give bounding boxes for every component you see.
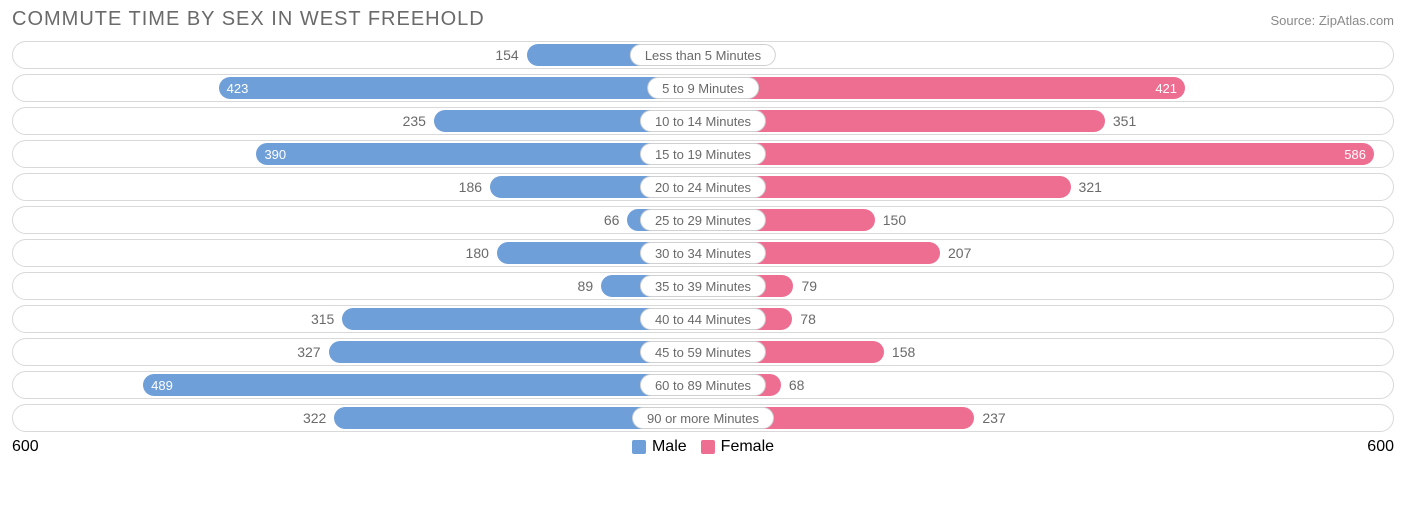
female-value-label: 79 <box>793 278 825 294</box>
axis-max-right: 600 <box>1367 438 1394 456</box>
female-half: 78 <box>703 308 1390 330</box>
male-half: 186 <box>16 176 703 198</box>
female-value-label: 78 <box>792 311 824 327</box>
female-half: 68 <box>703 374 1390 396</box>
male-half: 489 <box>16 374 703 396</box>
male-half: 390 <box>16 143 703 165</box>
male-value-label: 489 <box>151 378 173 393</box>
chart-row: 235 351 10 to 14 Minutes <box>12 107 1394 135</box>
male-half: 235 <box>16 110 703 132</box>
chart-row: 315 78 40 to 44 Minutes <box>12 305 1394 333</box>
category-pill: 20 to 24 Minutes <box>640 176 766 198</box>
legend-swatch-female <box>701 440 715 454</box>
female-value-label: 158 <box>884 344 923 360</box>
male-half: 66 <box>16 209 703 231</box>
female-value-label: 68 <box>781 377 813 393</box>
legend-label-male: Male <box>652 438 687 456</box>
male-half: 423 <box>16 77 703 99</box>
female-value-label: 150 <box>875 212 914 228</box>
female-half: 321 <box>703 176 1390 198</box>
legend-label-female: Female <box>721 438 774 456</box>
female-half: 150 <box>703 209 1390 231</box>
chart-row: 327 158 45 to 59 Minutes <box>12 338 1394 366</box>
female-half: 0 <box>703 44 1390 66</box>
male-value-label: 180 <box>458 245 497 261</box>
category-pill: Less than 5 Minutes <box>630 44 776 66</box>
category-pill: 90 or more Minutes <box>632 407 774 429</box>
category-pill: 60 to 89 Minutes <box>640 374 766 396</box>
axis-max-left: 600 <box>12 438 39 456</box>
male-value-label: 322 <box>295 410 334 426</box>
female-bar: 586 <box>703 143 1374 165</box>
female-half: 586 <box>703 143 1390 165</box>
male-half: 327 <box>16 341 703 363</box>
male-value-label: 315 <box>303 311 342 327</box>
female-value-label: 237 <box>974 410 1013 426</box>
chart-row: 89 79 35 to 39 Minutes <box>12 272 1394 300</box>
female-value-label: 351 <box>1105 113 1144 129</box>
chart-row: 66 150 25 to 29 Minutes <box>12 206 1394 234</box>
male-half: 315 <box>16 308 703 330</box>
female-value-label: 421 <box>1155 81 1177 96</box>
female-value-label: 207 <box>940 245 979 261</box>
male-value-label: 327 <box>289 344 328 360</box>
chart-row: 154 0Less than 5 Minutes <box>12 41 1394 69</box>
male-bar: 489 <box>143 374 703 396</box>
chart-row: 390 586 15 to 19 Minutes <box>12 140 1394 168</box>
female-bar: 421 <box>703 77 1185 99</box>
female-value-label: 321 <box>1071 179 1110 195</box>
male-bar: 390 <box>256 143 703 165</box>
chart-row: 186 321 20 to 24 Minutes <box>12 173 1394 201</box>
male-value-label: 66 <box>596 212 628 228</box>
female-half: 207 <box>703 242 1390 264</box>
female-half: 421 <box>703 77 1390 99</box>
female-half: 351 <box>703 110 1390 132</box>
legend-swatch-male <box>632 440 646 454</box>
category-pill: 45 to 59 Minutes <box>640 341 766 363</box>
female-half: 237 <box>703 407 1390 429</box>
category-pill: 15 to 19 Minutes <box>640 143 766 165</box>
male-value-label: 235 <box>395 113 434 129</box>
female-half: 79 <box>703 275 1390 297</box>
chart-source: Source: ZipAtlas.com <box>1270 13 1394 28</box>
male-half: 322 <box>16 407 703 429</box>
male-half: 154 <box>16 44 703 66</box>
chart-row: 489 68 60 to 89 Minutes <box>12 371 1394 399</box>
male-bar: 423 <box>219 77 703 99</box>
male-value-label: 390 <box>264 147 286 162</box>
diverging-bar-chart: 154 0Less than 5 Minutes 423 421 5 to 9 Minu… <box>12 41 1394 432</box>
male-value-label: 154 <box>487 47 526 63</box>
male-value-label: 423 <box>227 81 249 96</box>
category-pill: 5 to 9 Minutes <box>647 77 759 99</box>
chart-footer: 600 Male Female 600 <box>12 437 1394 457</box>
category-pill: 40 to 44 Minutes <box>640 308 766 330</box>
male-half: 180 <box>16 242 703 264</box>
chart-row: 322 237 90 or more Minutes <box>12 404 1394 432</box>
female-value-label: 586 <box>1344 147 1366 162</box>
male-value-label: 186 <box>451 179 490 195</box>
legend: Male Female <box>632 438 774 456</box>
chart-title: COMMUTE TIME BY SEX IN WEST FREEHOLD <box>12 8 485 31</box>
category-pill: 10 to 14 Minutes <box>640 110 766 132</box>
male-half: 89 <box>16 275 703 297</box>
category-pill: 35 to 39 Minutes <box>640 275 766 297</box>
chart-row: 423 421 5 to 9 Minutes <box>12 74 1394 102</box>
female-half: 158 <box>703 341 1390 363</box>
chart-row: 180 207 30 to 34 Minutes <box>12 239 1394 267</box>
category-pill: 30 to 34 Minutes <box>640 242 766 264</box>
male-value-label: 89 <box>570 278 602 294</box>
category-pill: 25 to 29 Minutes <box>640 209 766 231</box>
chart-header: COMMUTE TIME BY SEX IN WEST FREEHOLD Sou… <box>12 8 1394 31</box>
